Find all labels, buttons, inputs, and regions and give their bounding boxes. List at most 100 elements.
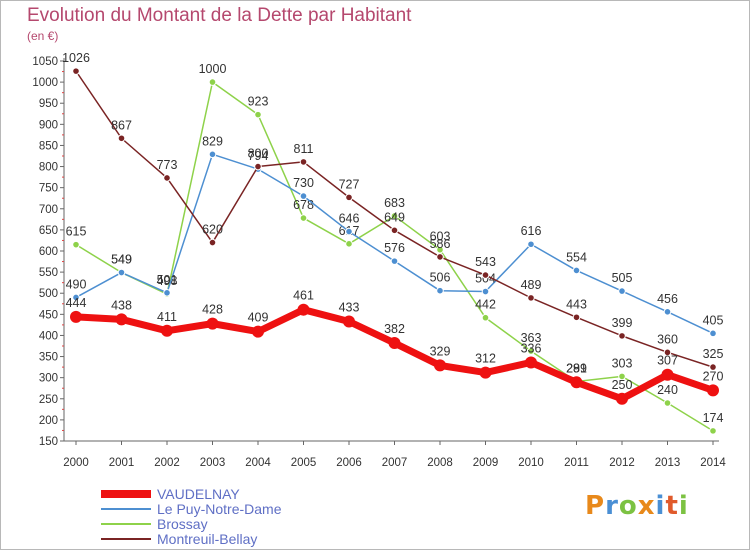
data-point-vaudelnay — [570, 376, 583, 389]
x-tick-label: 2007 — [382, 457, 408, 469]
x-tick-label: 2005 — [291, 457, 317, 469]
data-label-vaudelnay: 307 — [657, 354, 678, 368]
y-tick-label: 150 — [39, 436, 58, 448]
data-point-montreuil-bellay — [663, 348, 672, 357]
legend-swatch — [101, 490, 151, 498]
data-label-le-puy-notre-dame: 506 — [430, 271, 451, 285]
data-point-le-puy-notre-dame — [572, 266, 581, 275]
legend-label: VAUDELNAY — [157, 486, 240, 502]
data-label-vaudelnay: 409 — [248, 311, 269, 325]
data-point-vaudelnay — [479, 366, 492, 379]
y-tick-label: 700 — [39, 204, 58, 216]
data-point-brossay — [618, 372, 626, 381]
legend-item: Brossay — [101, 516, 208, 532]
data-point-montreuil-bellay — [572, 313, 581, 322]
data-point-brossay — [663, 399, 672, 407]
y-tick-label: 300 — [39, 373, 58, 385]
data-label-montreuil-bellay: 649 — [384, 210, 405, 224]
data-label-montreuil-bellay: 811 — [294, 142, 314, 156]
logo-letter: o — [618, 491, 638, 521]
x-tick-label: 2009 — [473, 457, 499, 469]
y-tick-label: 450 — [39, 309, 58, 321]
chart-title: Evolution du Montant de la Dette par Hab… — [27, 5, 412, 26]
logo-letter: i — [678, 491, 689, 521]
data-label-le-puy-notre-dame: 456 — [657, 292, 678, 306]
y-tick-label: 350 — [39, 352, 58, 364]
data-point-vaudelnay — [525, 356, 537, 369]
y-tick-label: 400 — [39, 330, 58, 342]
y-tick-label: 1050 — [32, 56, 58, 68]
data-point-le-puy-notre-dame — [117, 268, 126, 277]
y-tick-label: 200 — [39, 415, 58, 427]
data-point-brossay — [72, 240, 80, 249]
legend-swatch — [101, 508, 151, 510]
proxiti-logo: Proxiti — [585, 491, 689, 521]
data-point-le-puy-notre-dame — [299, 192, 308, 200]
data-label-vaudelnay: 270 — [703, 369, 724, 383]
data-label-montreuil-bellay: 1026 — [62, 51, 90, 65]
data-label-brossay: 1000 — [199, 62, 227, 76]
data-label-brossay: 174 — [703, 411, 724, 425]
data-label-le-puy-notre-dame: 730 — [293, 176, 314, 190]
x-tick-label: 2004 — [245, 457, 271, 469]
y-tick-label: 1000 — [32, 77, 58, 89]
data-point-brossay — [208, 78, 217, 86]
data-label-le-puy-notre-dame: 646 — [339, 212, 360, 226]
data-point-le-puy-notre-dame — [436, 286, 444, 295]
data-point-le-puy-notre-dame — [709, 329, 717, 338]
data-point-le-puy-notre-dame — [390, 257, 399, 265]
data-label-le-puy-notre-dame: 405 — [703, 313, 724, 327]
data-point-montreuil-bellay — [117, 134, 126, 143]
data-label-montreuil-bellay: 325 — [703, 347, 724, 361]
logo-letter: r — [605, 491, 619, 521]
y-tick-label: 800 — [39, 162, 58, 174]
data-point-le-puy-notre-dame — [527, 240, 535, 249]
data-label-le-puy-notre-dame: 505 — [612, 271, 633, 285]
y-tick-label: 650 — [39, 225, 58, 237]
x-tick-label: 2013 — [655, 457, 681, 469]
data-label-le-puy-notre-dame: 616 — [521, 224, 542, 238]
data-point-montreuil-bellay — [527, 294, 535, 302]
data-label-montreuil-bellay: 867 — [111, 118, 132, 132]
data-label-vaudelnay: 336 — [521, 341, 542, 355]
data-label-vaudelnay: 382 — [384, 322, 405, 336]
data-label-vaudelnay: 411 — [157, 310, 177, 324]
data-label-brossay: 923 — [248, 95, 269, 109]
x-tick-label: 2006 — [336, 457, 362, 469]
data-label-montreuil-bellay: 800 — [248, 147, 269, 161]
data-point-vaudelnay — [115, 313, 128, 326]
x-tick-label: 2012 — [609, 457, 635, 469]
data-label-le-puy-notre-dame: 554 — [566, 250, 587, 264]
data-point-montreuil-bellay — [390, 226, 399, 235]
y-tick-label: 950 — [39, 98, 58, 110]
y-tick-label: 850 — [39, 140, 58, 152]
legend-label: Montreuil-Bellay — [157, 531, 258, 547]
data-point-vaudelnay — [707, 384, 719, 397]
data-point-vaudelnay — [616, 392, 628, 405]
data-point-montreuil-bellay — [709, 363, 717, 371]
data-point-brossay — [299, 214, 308, 222]
data-label-vaudelnay: 289 — [566, 361, 587, 375]
legend-label: Brossay — [157, 516, 208, 532]
y-tick-label: 600 — [39, 246, 58, 258]
data-label-le-puy-notre-dame: 549 — [111, 253, 132, 267]
data-label-vaudelnay: 433 — [339, 301, 360, 315]
data-label-vaudelnay: 250 — [612, 378, 633, 392]
data-label-montreuil-bellay: 489 — [521, 278, 542, 292]
data-label-vaudelnay: 444 — [66, 296, 87, 310]
logo-letter: P — [585, 491, 606, 521]
data-point-le-puy-notre-dame — [72, 293, 80, 302]
data-point-montreuil-bellay — [345, 193, 353, 202]
data-point-vaudelnay — [343, 315, 355, 328]
data-point-vaudelnay — [70, 310, 82, 323]
data-label-vaudelnay: 438 — [111, 298, 132, 312]
data-label-montreuil-bellay: 773 — [157, 158, 178, 172]
data-label-vaudelnay: 329 — [430, 344, 451, 358]
x-tick-label: 2010 — [518, 457, 544, 469]
x-tick-label: 2003 — [200, 457, 226, 469]
data-label-le-puy-notre-dame: 829 — [202, 134, 223, 148]
data-label-brossay: 303 — [612, 356, 633, 370]
data-point-montreuil-bellay — [481, 271, 490, 279]
logo-letter: t — [665, 491, 679, 521]
